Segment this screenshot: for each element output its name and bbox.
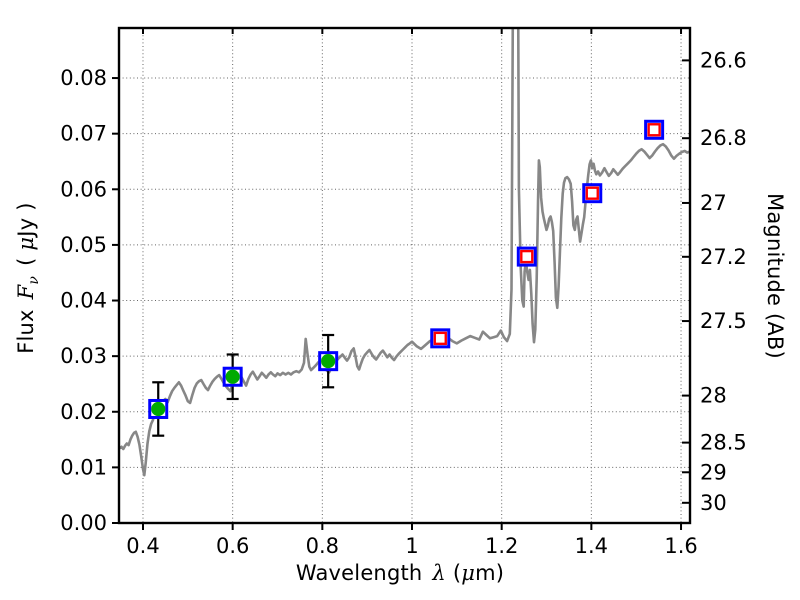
x-axis-label: Wavelength λ (μm): [0, 561, 800, 585]
x-axis-unit-rest: m): [475, 561, 505, 585]
x-tick-label: 1.4: [575, 534, 608, 558]
green-circle-marker: [225, 369, 240, 384]
x-tick-label: 1: [405, 534, 418, 558]
y-axis-label-flux: Flux Fν ( μJy ): [14, 128, 42, 428]
magnitude-tick-label: 27: [700, 191, 727, 215]
flux-word: Flux: [13, 309, 38, 354]
flux-tick-label: 0.03: [60, 344, 107, 368]
magnitude-tick-label: 26.8: [700, 126, 747, 150]
y-axis-label-magnitude: Magnitude (AB): [763, 193, 787, 359]
magnitude-tick-label: 29: [700, 460, 727, 484]
flux-tick-label: 0.06: [60, 177, 107, 201]
flux-tick-label: 0.02: [60, 400, 107, 424]
x-tick-label: 1.2: [485, 534, 518, 558]
flux-tick-label: 0.08: [60, 66, 107, 90]
magnitude-tick-label: 27.2: [700, 245, 747, 269]
lambda-symbol: λ: [432, 561, 446, 585]
magnitude-tick-label: 26.6: [700, 48, 747, 72]
plot-frame: [117, 26, 692, 525]
mu-symbol: μ: [461, 561, 476, 585]
flux-tick-label: 0.00: [60, 511, 107, 535]
x-axis-label-word: Wavelength: [295, 561, 423, 585]
nu-subscript: ν: [26, 275, 43, 285]
flux-symbol: F: [13, 284, 38, 300]
red-square-marker: [433, 331, 447, 346]
flux-unit-mu: μ: [13, 236, 38, 251]
magnitude-tick-label: 30: [700, 491, 727, 515]
red-square-marker: [647, 123, 661, 137]
x-tick-label: 0.8: [306, 534, 339, 558]
spectrum-line: [119, 28, 690, 477]
flux-tick-label: 0.07: [60, 122, 107, 146]
flux-tick-label: 0.01: [60, 455, 107, 479]
x-tick-label: 1.6: [664, 534, 697, 558]
flux-unit-rest: Jy ): [13, 202, 38, 237]
x-axis-unit-open: (: [452, 561, 462, 585]
magnitude-tick-label: 28: [700, 384, 727, 408]
x-tick-label: 0.4: [126, 534, 159, 558]
red-square-marker: [520, 249, 534, 264]
flux-tick-label: 0.05: [60, 233, 107, 257]
magnitude-tick-label: 27.5: [700, 309, 747, 333]
magnitude-tick-label: 28.5: [700, 431, 747, 455]
red-square-marker: [585, 186, 599, 200]
green-circle-marker: [321, 354, 336, 369]
flux-tick-label: 0.04: [60, 289, 107, 313]
x-tick-label: 0.6: [216, 534, 249, 558]
flux-unit-open: (: [13, 250, 38, 266]
green-circle-marker: [151, 401, 166, 417]
